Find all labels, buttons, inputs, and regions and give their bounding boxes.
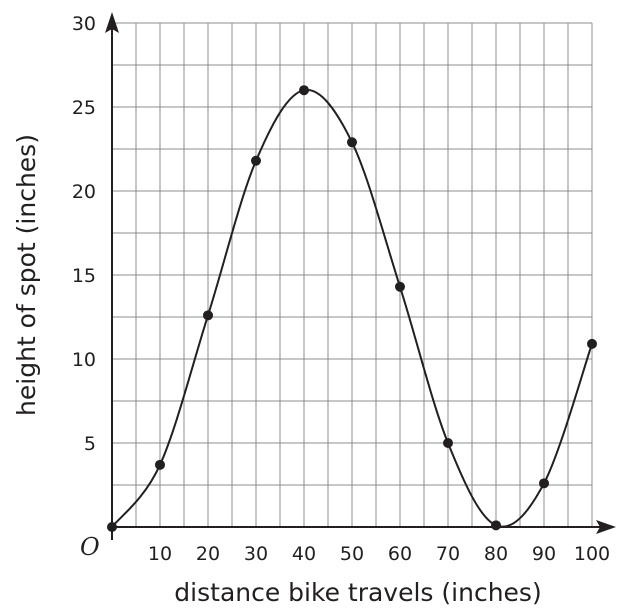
data-point	[491, 520, 501, 531]
x-tick-label: 90	[532, 543, 556, 565]
axes	[105, 12, 616, 540]
data-curve	[111, 89, 593, 528]
x-tick-label: 30	[244, 543, 268, 565]
y-tick-label: 10	[72, 349, 96, 371]
x-tick-label: 60	[388, 543, 412, 565]
data-point	[107, 522, 117, 532]
x-axis-title: distance bike travels (inches)	[174, 578, 541, 607]
x-tick-label: 40	[292, 543, 316, 565]
data-point	[587, 338, 597, 349]
x-tick-labels: 10 20 30 40 50 60 70 80 90 100	[148, 543, 610, 565]
data-point	[155, 459, 165, 470]
x-tick-label: 50	[340, 543, 364, 565]
x-tick-label: 70	[436, 543, 460, 565]
y-tick-label: 25	[72, 97, 96, 119]
y-axis-title: height of spot (inches)	[12, 134, 41, 416]
x-tick-label: 80	[484, 543, 508, 565]
y-tick-label: 15	[72, 265, 96, 287]
data-point	[395, 281, 405, 292]
data-point	[347, 137, 357, 148]
data-point	[203, 310, 213, 321]
data-point	[299, 85, 309, 96]
curve-layer	[111, 89, 593, 528]
y-tick-label: 30	[72, 13, 96, 35]
data-point	[251, 155, 261, 166]
y-axis-arrow	[105, 12, 119, 33]
origin-label: O	[80, 533, 100, 561]
y-tick-label: 20	[72, 181, 96, 203]
x-tick-label: 10	[148, 543, 172, 565]
x-tick-label: 100	[574, 543, 610, 565]
data-point	[539, 478, 549, 489]
data-points	[107, 85, 597, 532]
y-tick-label: 5	[84, 433, 96, 455]
y-tick-labels: 5 10 15 20 25 30	[72, 13, 96, 455]
data-point	[443, 438, 453, 448]
grid	[112, 22, 593, 527]
x-tick-label: 20	[196, 543, 220, 565]
x-axis-arrow	[596, 520, 616, 534]
